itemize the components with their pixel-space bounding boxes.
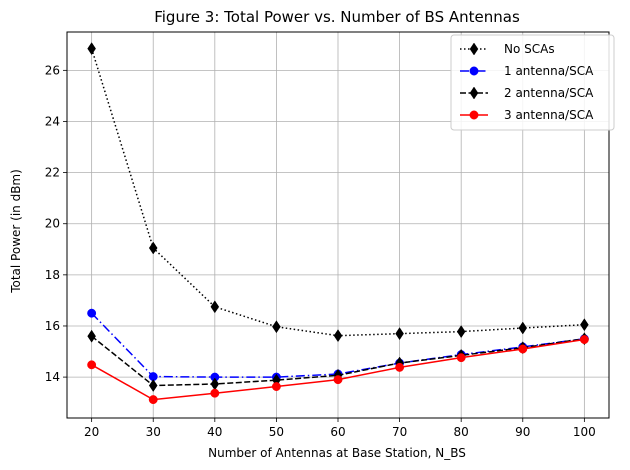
y-tick-label: 24	[45, 114, 60, 128]
y-tick-label: 16	[45, 319, 60, 333]
legend-entry-2: 1 antenna/SCA	[460, 64, 594, 78]
legend-label: 2 antenna/SCA	[504, 86, 594, 100]
x-tick-label: 40	[207, 425, 222, 439]
x-tick-label: 90	[515, 425, 530, 439]
series-1-point	[210, 300, 220, 314]
series-1-point	[580, 318, 589, 332]
legend-entry-3: 2 antenna/SCA	[460, 86, 594, 100]
legend-box	[450, 34, 615, 131]
legend-marker	[469, 66, 479, 76]
chart-title: Figure 3: Total Power vs. Number of BS A…	[154, 8, 520, 26]
legend-marker	[469, 86, 479, 100]
series-1-point	[518, 321, 528, 335]
x-tick-label: 30	[146, 425, 161, 439]
legend: No SCAs 1 antenna/SCA 2 antenna/SCA 3 anten…	[450, 34, 615, 131]
series-4-point	[210, 388, 220, 398]
legend-label: 1 antenna/SCA	[504, 64, 594, 78]
series-2-point	[87, 308, 97, 318]
series-4-point	[395, 362, 405, 372]
legend-entry-1: No SCAs	[460, 42, 555, 56]
series-4-point	[148, 395, 158, 405]
series-1-point	[456, 325, 466, 339]
series-1-point	[333, 329, 343, 343]
legend-entry-4: 3 antenna/SCA	[460, 108, 594, 122]
y-axis-label: Total Power (in dBm)	[9, 169, 23, 294]
series-4-point	[333, 375, 343, 385]
series-4-point	[579, 335, 589, 344]
y-tick-label: 20	[45, 217, 60, 231]
series-1	[87, 42, 589, 343]
series-1-point	[272, 320, 281, 334]
series-4-point	[87, 360, 97, 370]
x-tick-label: 100	[573, 425, 596, 439]
series-1-point	[87, 42, 96, 56]
x-axis-label: Number of Antennas at Base Station, N_BS	[208, 446, 466, 460]
x-tick-label: 50	[269, 425, 284, 439]
x-tick-label: 60	[330, 425, 345, 439]
series-4-point	[518, 344, 528, 354]
series-4-point	[456, 353, 466, 363]
plot-series	[87, 42, 589, 405]
x-tick-label: 70	[392, 425, 407, 439]
y-tick-label: 14	[45, 370, 60, 384]
series-1-point	[148, 241, 158, 255]
x-axis-ticks: 20 30 40 50 60 70 80 90 100	[84, 418, 596, 439]
x-tick-label: 20	[84, 425, 99, 439]
grid	[67, 32, 609, 418]
series-4-point	[271, 382, 281, 392]
series-4	[87, 335, 589, 405]
legend-marker	[469, 42, 479, 56]
legend-marker	[469, 110, 479, 120]
y-tick-label: 26	[45, 63, 60, 77]
series-3-point	[87, 329, 96, 343]
series-1-point	[395, 327, 404, 341]
legend-label: No SCAs	[504, 42, 555, 56]
y-tick-label: 18	[45, 268, 60, 282]
series-3-point	[148, 379, 158, 392]
y-axis-ticks: 14 16 18 20 22 24 26	[45, 63, 67, 384]
y-tick-label: 22	[45, 166, 60, 180]
x-tick-label: 80	[454, 425, 469, 439]
legend-label: 3 antenna/SCA	[504, 108, 594, 122]
